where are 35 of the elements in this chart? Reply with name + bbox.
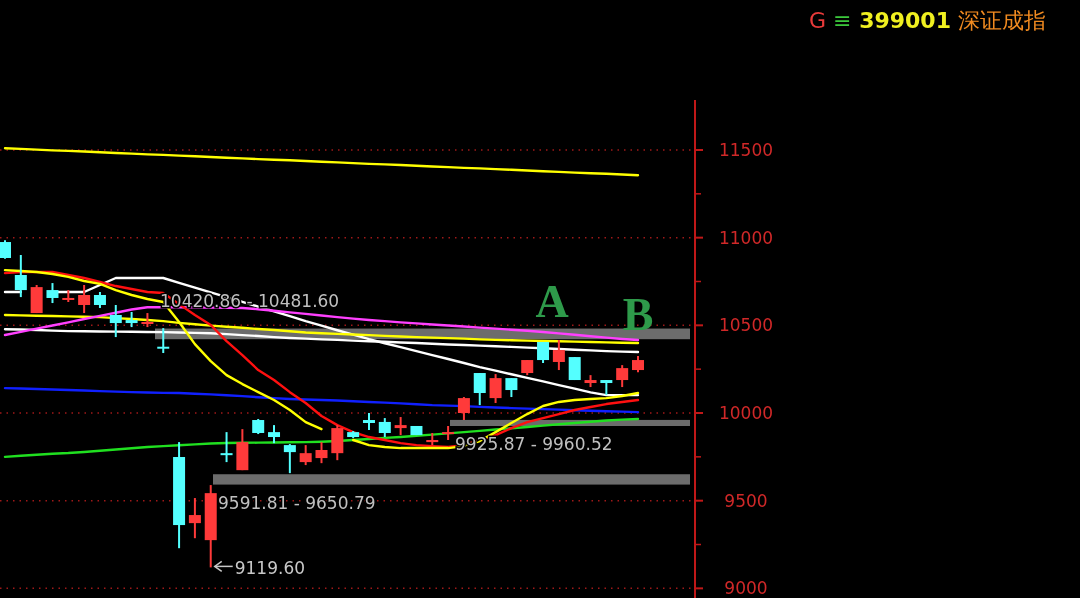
candlestick — [220, 431, 233, 464]
candlestick — [268, 424, 281, 445]
candlestick — [457, 396, 470, 422]
candlestick — [46, 282, 59, 305]
candlestick — [489, 373, 502, 405]
y-tick-label: 9000 — [724, 578, 768, 598]
candlestick — [378, 417, 391, 439]
candlestick — [157, 327, 170, 355]
y-tick-label: 11500 — [718, 139, 774, 160]
text: G ≡ 399001 深证成指 — [808, 8, 1046, 33]
y-tick-label: 10000 — [718, 403, 774, 423]
candlestick — [552, 339, 565, 372]
candlestick — [616, 364, 629, 389]
candlestick — [109, 303, 122, 339]
y-tick-label: 11000 — [718, 227, 774, 248]
candlestick — [394, 416, 407, 437]
candlestick — [283, 443, 296, 475]
band-label: 9925.87 - 9960.52 — [455, 434, 613, 454]
candlestick — [188, 497, 201, 540]
candlestick — [299, 444, 312, 467]
candlestick — [473, 372, 486, 407]
candlestick — [315, 441, 328, 465]
candlestick — [505, 377, 518, 399]
line-series — [3, 417, 640, 459]
y-tick-label: 9500 — [724, 490, 768, 511]
y-tick-label: 10500 — [718, 315, 774, 336]
candlestick — [0, 239, 11, 260]
line-series — [3, 386, 640, 414]
annotation: 9119.60 — [234, 558, 306, 579]
annotation: B — [622, 289, 654, 340]
annotation: A — [535, 276, 569, 327]
line-series — [3, 147, 640, 177]
band-label: 9591.81 - 9650.79 — [218, 492, 376, 513]
candlestick — [14, 254, 27, 299]
candlestick — [78, 284, 91, 315]
